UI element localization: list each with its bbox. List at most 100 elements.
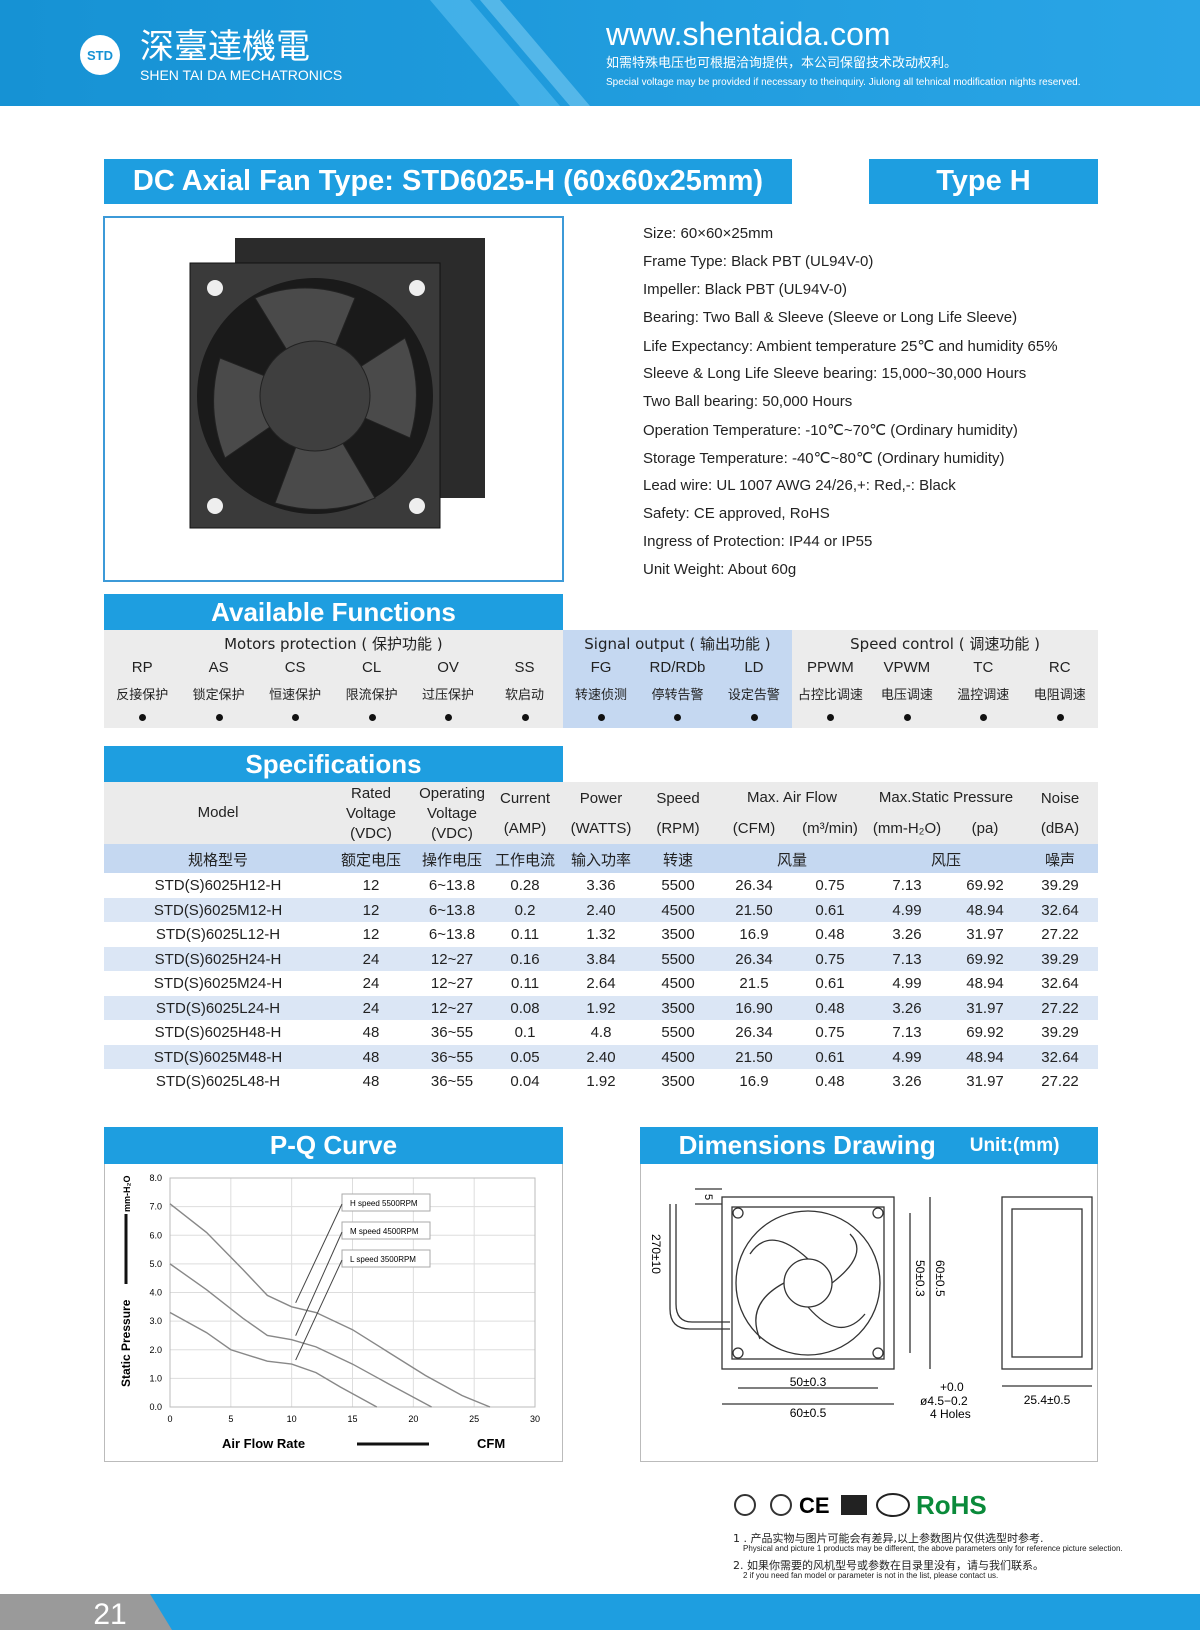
spec-cell: 36~55 xyxy=(430,1048,474,1066)
spec-cell: 0.05 xyxy=(510,1048,540,1066)
spec-cell: 48.94 xyxy=(966,1048,1004,1066)
spec-cell: 12 xyxy=(362,926,380,943)
function-code: PPWM xyxy=(807,659,854,676)
spec-cell: 16.90 xyxy=(735,999,773,1017)
legend-box xyxy=(341,1249,431,1268)
specs-header-bg xyxy=(104,782,1098,844)
spec-cell: 21.50 xyxy=(735,901,773,919)
spec-header: (pa) xyxy=(971,820,999,837)
spec-cell: 0.75 xyxy=(815,950,845,968)
spec-cell: 16.9 xyxy=(739,926,769,943)
spec-header: (VDC) xyxy=(350,825,392,842)
spec-cell: 0.75 xyxy=(815,877,845,894)
function-dot xyxy=(215,714,223,721)
spec-cell: 21.5 xyxy=(739,975,769,992)
spec-cell: 48 xyxy=(362,1073,380,1090)
spec-cell: STD(S)6025M24-H xyxy=(153,975,283,992)
function-cn: 过压保护 xyxy=(422,688,475,703)
spec-cell: 3.26 xyxy=(892,999,922,1017)
spec-cell: 48 xyxy=(362,1024,380,1041)
function-dot xyxy=(827,714,835,721)
dim-label: +0.0 xyxy=(940,1380,964,1394)
spec-cell: 0.2 xyxy=(514,901,536,919)
functions-title: Available Functions xyxy=(104,594,563,630)
spec-header: Max. Air Flow xyxy=(746,789,838,806)
function-dot xyxy=(292,714,300,721)
function-dot xyxy=(368,714,376,721)
function-code: VPWM xyxy=(883,659,931,676)
spec-cell: 26.34 xyxy=(735,950,773,968)
spec-cell: 24 xyxy=(362,999,380,1017)
spec-cell: 32.64 xyxy=(1041,901,1079,919)
note-en: Special voltage may be provided if neces… xyxy=(606,77,1081,88)
spec-header: Current xyxy=(499,790,551,807)
feature-line: Lead wire: UL 1007 AWG 24/26,+: Red,-: B… xyxy=(643,477,956,494)
y-tick-label: 3.0 xyxy=(149,1316,162,1326)
spec-header-cn: 风压 xyxy=(930,851,962,869)
spec-cell: 48 xyxy=(362,1048,380,1066)
spec-cell: 0.61 xyxy=(815,975,845,992)
spec-cell: 0.08 xyxy=(510,999,540,1017)
spec-cell: 24 xyxy=(362,975,380,992)
spec-cell: 0.48 xyxy=(815,926,845,943)
spec-cell: 12~27 xyxy=(430,950,474,968)
company-cn: 深臺達機電 xyxy=(140,28,310,66)
spec-cell: 21.50 xyxy=(735,1048,773,1066)
function-cn: 恒速保护 xyxy=(269,688,322,703)
spec-header: Voltage xyxy=(345,805,397,822)
function-cn: 占控比调速 xyxy=(797,688,863,703)
x-tick-label: 30 xyxy=(530,1414,540,1424)
spec-cell: 12~27 xyxy=(430,999,474,1017)
spec-cell: 39.29 xyxy=(1041,877,1079,894)
title-bar: DC Axial Fan Type: STD6025-H (60x60x25mm… xyxy=(104,159,792,204)
y-tick-label: 6.0 xyxy=(149,1230,162,1240)
spec-header: (AMP) xyxy=(503,820,547,837)
spec-cell: 0.48 xyxy=(815,1073,845,1090)
spec-cell: 0.61 xyxy=(815,901,845,919)
cert-ce: CE xyxy=(799,1493,830,1518)
spec-cell: 12 xyxy=(362,901,380,919)
feature-line: Life Expectancy: Ambient temperature 25℃… xyxy=(643,338,1058,355)
y-tick-label: 2.0 xyxy=(149,1345,162,1355)
page-number: 21 xyxy=(93,1598,126,1630)
dim-label: 50±0.3 xyxy=(913,1260,927,1297)
spec-cell: 32.64 xyxy=(1041,975,1079,992)
spec-header: (VDC) xyxy=(431,825,473,842)
specs-cn-bg xyxy=(104,844,1098,873)
spec-cell: 2.40 xyxy=(586,1048,616,1066)
spec-cell: 48.94 xyxy=(966,975,1004,992)
spec-cell: 3500 xyxy=(661,926,695,943)
spec-header: (WATTS) xyxy=(570,820,632,837)
spec-cell: 3.36 xyxy=(586,877,616,894)
spec-cell: 12 xyxy=(362,877,380,894)
x-axis-label: Air Flow Rate xyxy=(222,1436,305,1451)
spec-header-cn: 额定电压 xyxy=(340,851,402,869)
feature-line: Unit Weight: About 60g xyxy=(643,561,797,578)
spec-header: (m³/min) xyxy=(802,820,858,837)
dim-label: 270±10 xyxy=(649,1234,663,1274)
pq-chart: 0.0 1.0 2.0 3.0 4.0 5.0 6.0 7.0 8.0 0 5 10 15 20 25 30 H… xyxy=(119,1173,540,1451)
spec-cell: 32.64 xyxy=(1041,1048,1079,1066)
feature-line: Storage Temperature: -40℃~80℃ (Ordinary … xyxy=(643,450,1005,467)
legend-arrow xyxy=(295,1203,343,1304)
spec-cell: 4500 xyxy=(661,975,695,992)
function-code: LD xyxy=(744,659,764,676)
spec-cell: 2.40 xyxy=(586,901,616,919)
function-code: CL xyxy=(362,659,382,676)
spec-header-cn: 操作电压 xyxy=(421,851,483,869)
spec-cell: 3.26 xyxy=(892,926,922,943)
function-dot xyxy=(445,714,453,721)
spec-cell: 12~27 xyxy=(430,975,474,992)
dim-label: 60±0.5 xyxy=(790,1406,827,1420)
x-tick-label: 0 xyxy=(167,1414,172,1424)
y-tick-label: 7.0 xyxy=(149,1202,162,1212)
spec-header-cn: 转速 xyxy=(662,851,694,869)
fan-photo xyxy=(103,216,564,582)
y-tick-label: 1.0 xyxy=(149,1373,162,1383)
spec-header-cn: 噪声 xyxy=(1044,851,1076,869)
spec-cell: 69.92 xyxy=(966,1024,1004,1041)
function-dot xyxy=(980,714,988,721)
function-cn: 软启动 xyxy=(505,688,545,703)
function-cn: 停转告警 xyxy=(651,688,704,703)
header-band: STD 深臺達機電 SHEN TAI DA MECHATRONICS www.s… xyxy=(0,0,1200,106)
